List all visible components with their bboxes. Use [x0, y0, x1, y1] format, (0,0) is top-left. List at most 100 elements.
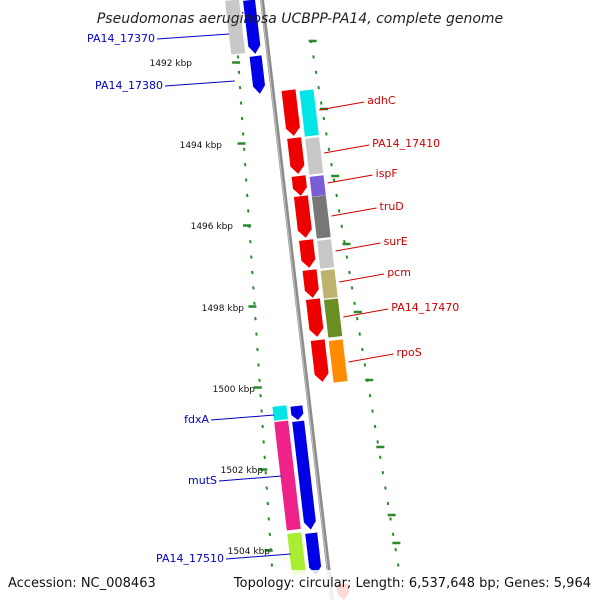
reverse-cog-band [320, 269, 338, 299]
minor-tick [253, 301, 256, 305]
minor-tick [241, 132, 245, 136]
reverse-cog-band [311, 195, 331, 239]
minor-tick [384, 486, 387, 490]
label-leader-line [324, 144, 370, 154]
minor-tick [314, 70, 318, 74]
minor-tick [239, 101, 243, 105]
reverse-cog-band [323, 298, 343, 338]
scale-label: 1494 kbp [180, 141, 223, 151]
minor-tick [337, 209, 341, 213]
reverse-gene-label: truD [380, 200, 404, 213]
reverse-cog-band [328, 339, 348, 383]
backbone-layer [260, 0, 334, 600]
minor-tick [394, 548, 397, 552]
label-leader-line [343, 308, 389, 318]
forward-cog-band [225, 0, 246, 55]
label-leader-line [218, 475, 282, 482]
reverse-cds-arrow [291, 175, 307, 196]
label-leader-line [210, 414, 275, 421]
forward-cds-arrow [305, 532, 322, 575]
forward-gene-label: PA14_17380 [95, 79, 163, 92]
minor-tick [264, 471, 267, 475]
minor-tick [327, 147, 331, 151]
minor-tick [259, 394, 262, 398]
reverse-gene-label: ispF [376, 167, 398, 180]
minor-tick [376, 440, 379, 444]
minor-tick [246, 209, 250, 213]
reverse-gene-label: pcm [387, 266, 411, 279]
minor-tick [251, 270, 254, 275]
backbone-line [260, 0, 334, 600]
forward-cds-arrow [249, 55, 265, 94]
reverse-gene-label: PA14_17470 [391, 301, 459, 314]
minor-tick [350, 286, 354, 290]
minor-tick [363, 363, 367, 367]
minor-tick [238, 86, 242, 90]
reverse-cds-arrow [305, 298, 324, 337]
backbone-highlight [260, 0, 332, 600]
reverse-cds-arrow [293, 195, 312, 238]
reverse-gene-label: rpoS [397, 346, 422, 359]
label-leader-line [156, 33, 230, 40]
minor-tick [270, 563, 274, 567]
minor-tick [242, 147, 246, 151]
minor-tick [386, 501, 390, 506]
reverse-cog-band [309, 175, 326, 197]
minor-tick [340, 224, 344, 228]
minor-tick [358, 332, 362, 336]
minor-tick [243, 163, 247, 167]
label-leader-line [335, 242, 381, 252]
reverse-gene-label: surE [384, 235, 408, 248]
label-leader-line [225, 553, 291, 560]
minor-tick [244, 178, 248, 182]
forward-gene-label: PA14_17510 [156, 552, 224, 565]
forward-cog-band [287, 532, 307, 576]
minor-tick [330, 163, 333, 167]
tick-layer [232, 39, 401, 567]
reverse-cds-arrow [281, 89, 300, 136]
minor-tick [373, 424, 377, 429]
reverse-cds-arrow [310, 339, 329, 382]
minor-tick [252, 286, 255, 290]
scale-label: 1502 kbp [221, 466, 264, 476]
minor-tick [262, 440, 265, 444]
feature-layer [225, 0, 350, 600]
minor-tick [254, 317, 257, 321]
scale-label: 1496 kbp [191, 222, 234, 232]
forward-cog-band [274, 420, 301, 531]
minor-tick [343, 240, 346, 244]
scale-label: 1504 kbp [228, 547, 271, 557]
minor-tick [255, 332, 258, 336]
scale-label: 1498 kbp [202, 304, 245, 314]
scale-label: 1500 kbp [213, 385, 256, 395]
reverse-cog-band [317, 239, 335, 269]
forward-cds-arrow [290, 405, 304, 420]
reverse-cog-band [305, 137, 324, 175]
minor-tick [312, 55, 315, 59]
minor-tick [258, 378, 261, 382]
minor-tick [355, 317, 359, 321]
minor-tick [240, 116, 244, 121]
scale-label: 1492 kbp [150, 59, 193, 69]
footer-backdrop [0, 570, 600, 600]
label-leader-line [319, 101, 365, 111]
minor-tick [237, 70, 241, 74]
minor-tick [348, 270, 351, 275]
minor-tick [317, 86, 320, 90]
minor-tick [371, 409, 374, 413]
minor-tick [353, 301, 356, 305]
minor-tick [256, 347, 259, 352]
forward-cds-arrow [243, 0, 261, 54]
accession-text: Accession: NC_008463 [8, 576, 156, 591]
minor-tick [396, 563, 400, 567]
minor-tick [322, 116, 326, 121]
forward-gene-label: mutS [188, 474, 217, 487]
minor-tick [391, 532, 395, 536]
minor-tick [361, 347, 364, 352]
reverse-cog-band [299, 89, 319, 137]
minor-tick [257, 363, 260, 367]
reverse-cds-arrow [302, 269, 319, 298]
minor-tick [389, 517, 392, 521]
minor-tick [263, 455, 266, 459]
label-leader-line [164, 80, 235, 87]
